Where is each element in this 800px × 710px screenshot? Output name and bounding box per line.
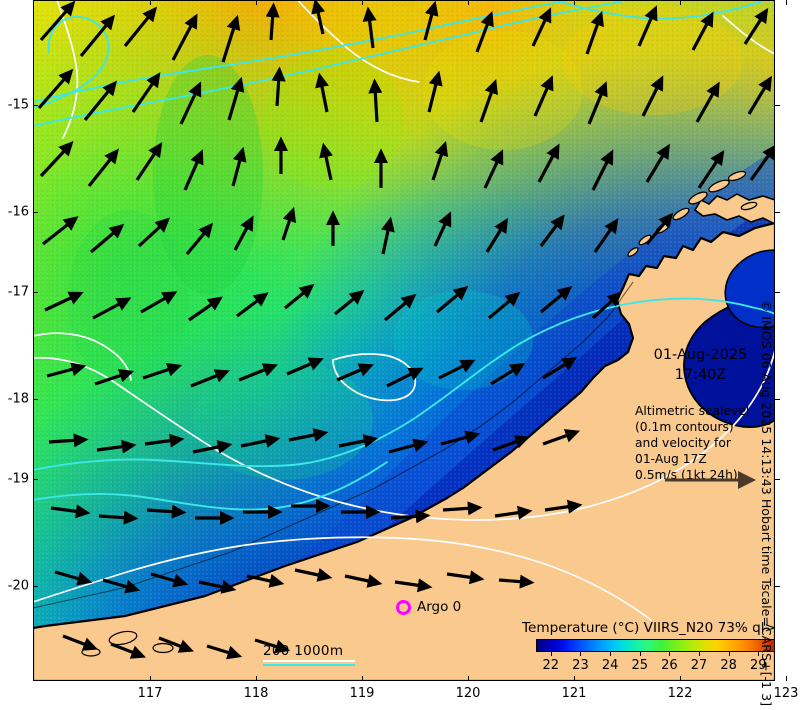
colorbar-ticks [536,651,775,658]
y-tick--16 [33,212,38,213]
colorbar-label-29: 29 [750,658,767,673]
x-tick-top-122 [680,0,681,5]
y-tick-label--18: -18 [7,391,29,407]
colorbar-title: Temperature (°C) VIIRS_N20 73% ql>=4 [522,620,775,636]
y-tick-label--20: -20 [7,578,29,594]
velocity-vector-layer [37,0,775,660]
colorbar-label-24: 24 [601,658,619,673]
velocity-reference-arrow-icon [665,471,756,489]
y-tick-right--17 [775,292,780,293]
date-time-annotation: 01-Aug-2025 17:40Z [633,346,768,385]
info-line-0: Altimetric sealevel [635,404,750,418]
x-tick-label-117: 117 [137,686,163,701]
y-tick-right--15 [775,105,780,106]
y-tick-label--17: -17 [7,284,29,300]
y-tick-right--18 [775,399,780,400]
x-tick-118 [256,676,257,681]
x-tick-120 [468,676,469,681]
x-tick-122 [680,676,681,681]
depth-200m-line [263,660,355,662]
annotation-time: 17:40Z [674,366,727,383]
x-tick-label-122: 122 [667,686,693,701]
info-line-4: 0.5m/s (1kt 24h) [635,467,738,482]
argo-label: Argo 0 [417,599,462,615]
bathymetry-scale-legend: 200 1000m [263,643,355,666]
x-tick-top-118 [256,0,257,5]
y-tick--18 [33,399,38,400]
x-tick-label-121: 121 [561,686,587,701]
y-tick--19 [33,479,38,480]
colorbar-tick-22 [550,651,552,656]
colorbar-label-26: 26 [661,658,678,673]
x-tick-label-119: 119 [349,686,375,701]
colorbar-label-28: 28 [720,658,737,673]
info-line-2: and velocity for [635,435,731,450]
argo-float-legend[interactable]: Argo 0 [396,599,461,615]
y-tick--15 [33,105,38,106]
colorbar-label-25: 25 [631,658,649,673]
y-tick-label--15: -15 [7,97,29,113]
x-tick-label-120: 120 [455,686,481,701]
info-line-1: (0.1m contours) [635,419,734,434]
colorbar-label-27: 27 [690,658,708,673]
x-tick-117 [150,676,151,681]
info-line-3: 01-Aug 17Z [635,451,707,466]
x-tick-top-121 [574,0,575,5]
colorbar-tick-23 [580,651,582,656]
y-tick-label--19: -19 [7,471,29,487]
y-tick-label--16: -16 [7,204,29,220]
colorbar-tick-27 [699,651,700,656]
colorbar-tick-25 [639,651,641,656]
y-tick--20 [33,586,38,587]
altimetry-info-annotation: Altimetric sealevel (0.1m contours) and … [635,404,775,484]
y-tick--17 [33,292,38,293]
colorbar-tick-26 [669,651,671,656]
x-tick-123 [786,676,787,681]
x-tick-top-117 [150,0,151,5]
x-tick-121 [574,676,575,681]
x-tick-top-120 [468,0,469,5]
argo-marker-icon [396,599,411,615]
x-tick-label-123: 123 [773,686,799,701]
x-tick-top-119 [362,0,363,5]
y-tick-right--20 [775,586,780,587]
colorbar-tick-28 [728,651,730,656]
y-tick-right--16 [775,212,780,213]
colorbar-label-22: 22 [542,658,560,673]
colorbar-label-23: 23 [572,658,589,673]
colorbar-tick-29 [758,651,760,656]
x-tick-top-123 [786,0,787,5]
colorbar-tick-24 [610,651,612,656]
annotation-date: 01-Aug-2025 [653,347,748,363]
scalebar-lines [263,660,355,666]
y-tick-right--19 [775,479,780,480]
temperature-colorbar[interactable]: Temperature (°C) VIIRS_N20 73% ql>=4 22 2… [513,620,775,676]
scalebar-label: 200 1000m [263,643,344,659]
depth-1000m-line [263,664,355,666]
x-tick-label-118: 118 [243,686,269,701]
imos-credit-text: © IMOS 06-Aug-2025 14:13:43 Hobart time … [759,299,775,706]
x-tick-119 [362,676,363,681]
colorbar-tick-labels: 22 23 24 25 26 27 28 29 [536,658,775,676]
map-plot-area[interactable]: 01-Aug-2025 17:40Z Altimetric sealevel (… [33,0,775,681]
colorbar-gradient [536,639,775,652]
